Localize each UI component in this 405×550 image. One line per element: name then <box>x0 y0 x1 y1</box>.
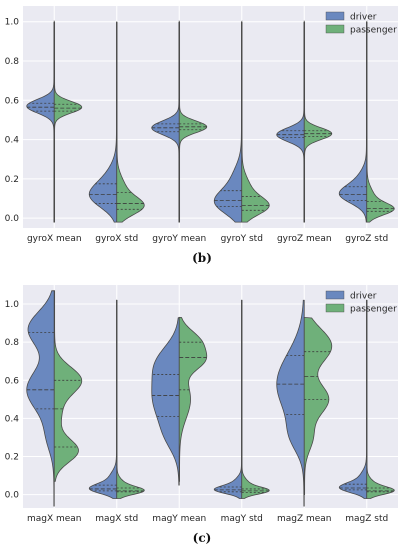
violin-half-passenger <box>241 21 270 223</box>
x-tick-label: gyroY std <box>221 234 263 244</box>
legend-swatch-passenger <box>325 24 345 34</box>
plot-background <box>23 6 398 228</box>
x-tick-label: gyroZ mean <box>277 234 332 244</box>
violin-half-passenger <box>116 21 145 223</box>
violin-half-passenger <box>303 20 333 223</box>
y-tick-label: 0.2 <box>5 453 19 463</box>
y-tick-label: 0.6 <box>5 96 20 106</box>
violin-half-passenger <box>366 299 395 499</box>
panel-c-caption: (c) <box>193 531 212 545</box>
y-tick-label: 0.8 <box>5 57 20 67</box>
legend-swatch-driver <box>325 290 345 300</box>
legend-label-driver: driver <box>350 13 377 23</box>
legend-label-driver: driver <box>350 292 377 302</box>
x-tick-label: magZ mean <box>277 514 332 524</box>
x-tick-label: magX mean <box>27 514 82 524</box>
y-tick-label: 0.2 <box>5 175 19 185</box>
y-tick-label: 0.6 <box>5 376 20 386</box>
y-tick-label: 0.4 <box>5 414 20 424</box>
violin-half-driver <box>26 290 55 507</box>
violin-half-passenger <box>116 299 145 499</box>
plot-background <box>23 285 398 508</box>
violin-half-passenger <box>178 20 208 223</box>
x-tick-label: gyroY mean <box>152 234 206 244</box>
violin-half-passenger <box>53 290 83 482</box>
legend-label-passenger: passenger <box>350 26 397 36</box>
y-tick-label: 0.4 <box>5 136 20 146</box>
violin-half-passenger <box>303 316 333 496</box>
x-tick-label: gyroX std <box>95 234 138 244</box>
panel-c-violin-chart: 0.0 0.2 0.4 0.6 0.8 1.0 magX mean magX std magY … <box>5 285 398 524</box>
panel-b-caption: (b) <box>192 251 212 265</box>
violin-half-passenger <box>53 20 83 223</box>
x-tick-label: gyroZ std <box>345 234 388 244</box>
y-tick-label: 1.0 <box>5 18 20 28</box>
y-tick-label: 0.0 <box>5 491 20 501</box>
legend-swatch-passenger <box>325 303 345 313</box>
x-tick-label: magZ std <box>345 514 388 524</box>
x-tick-label: magY mean <box>152 514 206 524</box>
violin-half-passenger <box>241 299 270 499</box>
violin-half-driver <box>276 299 305 507</box>
violin-half-passenger <box>178 316 208 482</box>
legend-swatch-driver <box>325 11 345 21</box>
y-tick-label: 0.8 <box>5 338 20 348</box>
panel-b-violin-chart: 0.0 0.2 0.4 0.6 0.8 1.0 gyroX mean gyroX std gyr… <box>5 6 398 244</box>
x-tick-label: gyroX mean <box>27 234 82 244</box>
violin-half-driver <box>151 316 180 486</box>
y-tick-label: 1.0 <box>5 300 20 310</box>
y-tick-label: 0.0 <box>5 214 20 224</box>
x-tick-label: magX std <box>95 514 138 524</box>
x-tick-label: magY std <box>221 514 263 524</box>
legend-label-passenger: passenger <box>350 305 397 315</box>
violin-half-passenger <box>366 21 395 223</box>
